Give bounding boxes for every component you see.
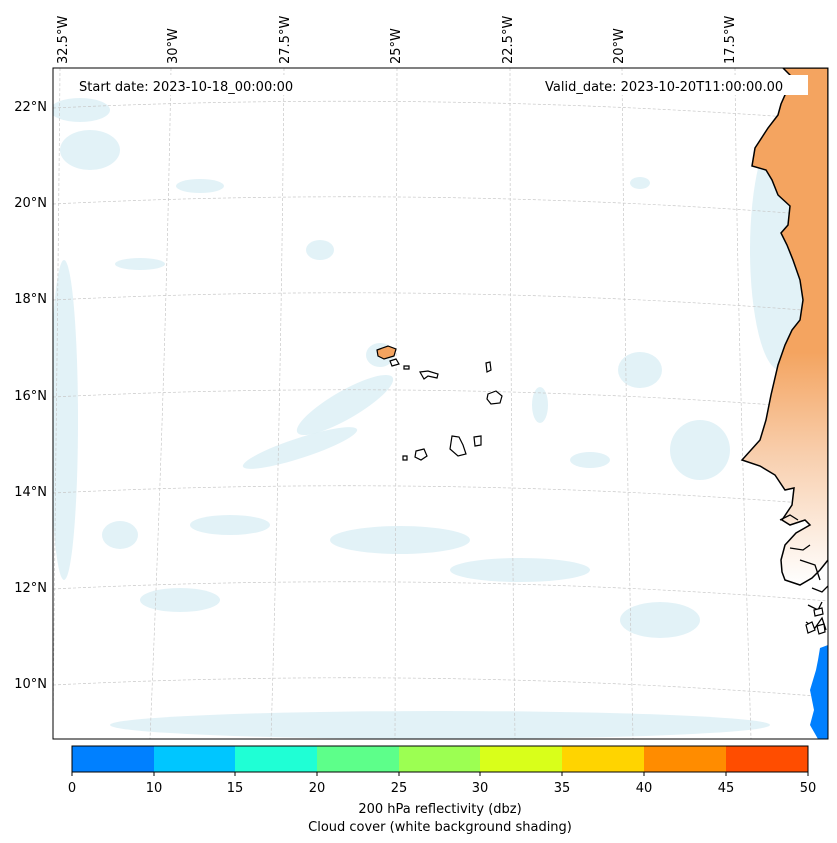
cloud-patch bbox=[53, 260, 78, 580]
cloud-patch bbox=[330, 526, 470, 554]
colorbar-ticks bbox=[71, 772, 809, 776]
colorbar-tick-label: 40 bbox=[636, 781, 653, 796]
coast-inlet bbox=[779, 514, 828, 631]
lat-label: 16°N bbox=[14, 389, 47, 404]
colorbar-tick-label: 50 bbox=[800, 781, 817, 796]
meridian-line bbox=[734, 68, 752, 739]
meridian-line bbox=[149, 68, 172, 739]
valid-date-box bbox=[538, 75, 808, 95]
island-sao-nicolau bbox=[419, 370, 439, 380]
colorbar-tick-label: 10 bbox=[146, 781, 163, 796]
colorbar-tick-label: 45 bbox=[718, 781, 735, 796]
longitude-labels: 32.5°W 30°W 27.5°W 25°W 22.5°W 20°W 17.5… bbox=[56, 16, 738, 64]
lon-label: 22.5°W bbox=[501, 16, 516, 64]
parallel-line bbox=[53, 389, 828, 410]
cloud-patch bbox=[190, 515, 270, 535]
cloud-patch bbox=[670, 420, 730, 480]
colorbar-tick-labels: 0 10 15 20 25 30 35 40 45 50 bbox=[68, 781, 816, 796]
cloud-patch bbox=[102, 521, 138, 549]
parallel-line bbox=[53, 677, 828, 698]
lat-label: 14°N bbox=[14, 485, 47, 500]
island-santiago bbox=[449, 435, 467, 457]
colorbar-tick-label: 15 bbox=[227, 781, 244, 796]
island-brava bbox=[402, 455, 408, 461]
colorbar-subtitle: Cloud cover (white background shading) bbox=[308, 820, 572, 835]
map-background bbox=[53, 68, 828, 739]
cloud-patch bbox=[60, 130, 120, 170]
start-date-label: Start date: 2023-10-18_00:00:00 bbox=[79, 80, 293, 95]
meridian-line bbox=[53, 68, 61, 739]
cloud-patch bbox=[140, 588, 220, 612]
colorbar-swatch bbox=[399, 746, 481, 772]
island-fogo bbox=[414, 448, 428, 461]
lon-label: 27.5°W bbox=[278, 16, 293, 64]
cloud-patch bbox=[176, 179, 224, 193]
meridian-line bbox=[394, 68, 398, 739]
reflectivity-blob bbox=[810, 645, 828, 739]
valid-date-label: Valid_date: 2023-10-20T11:00:00.00 bbox=[545, 80, 783, 95]
island-maio bbox=[473, 435, 482, 447]
lat-label: 12°N bbox=[14, 581, 47, 596]
parallel-line bbox=[53, 100, 828, 121]
lon-label: 17.5°W bbox=[723, 16, 738, 64]
parallel-line bbox=[53, 196, 828, 217]
colorbar-frame bbox=[71, 745, 809, 773]
lon-label: 20°W bbox=[612, 28, 627, 64]
latitude-labels: 22°N 20°N 18°N 16°N 14°N 12°N 10°N bbox=[14, 100, 47, 692]
colorbar-swatch bbox=[726, 746, 808, 772]
colorbar-title: 200 hPa reflectivity (dbz) bbox=[358, 802, 521, 817]
colorbar: 0 10 15 20 25 30 35 40 45 50 200 hPa ref… bbox=[68, 745, 816, 835]
lat-label: 20°N bbox=[14, 196, 47, 211]
colorbar-swatch bbox=[480, 746, 562, 772]
cloud-patch bbox=[110, 711, 770, 739]
island-boa-vista bbox=[486, 390, 503, 405]
cloud-patch bbox=[630, 177, 650, 189]
island-santo-antao bbox=[376, 345, 397, 360]
cloud-patch bbox=[53, 98, 110, 122]
africa-landmass bbox=[740, 68, 828, 586]
start-date-box bbox=[71, 75, 311, 95]
cape-verde-islands bbox=[376, 345, 503, 461]
island-santa-luzia bbox=[403, 365, 410, 370]
parallel-line bbox=[53, 581, 828, 602]
colorbar-swatch bbox=[644, 746, 726, 772]
colorbar-tick-label: 20 bbox=[309, 781, 326, 796]
island-sal bbox=[485, 361, 492, 373]
colorbar-swatch bbox=[154, 746, 236, 772]
cloud-patch bbox=[115, 258, 165, 270]
guinea-bissau-islands bbox=[805, 607, 826, 635]
meridian-line bbox=[621, 68, 634, 739]
cloud-patch bbox=[306, 240, 334, 260]
colorbar-swatch bbox=[562, 746, 644, 772]
lat-label: 10°N bbox=[14, 677, 47, 692]
colorbar-tick-label: 25 bbox=[391, 781, 408, 796]
graticule bbox=[53, 68, 828, 739]
island-sao-vicente bbox=[389, 358, 400, 367]
cloud-patch bbox=[620, 602, 700, 638]
lon-label: 32.5°W bbox=[56, 16, 71, 64]
lat-label: 22°N bbox=[14, 100, 47, 115]
colorbar-tick-label: 0 bbox=[68, 781, 76, 796]
lat-label: 18°N bbox=[14, 292, 47, 307]
colorbar-swatch bbox=[72, 746, 154, 772]
colorbar-tick-label: 35 bbox=[554, 781, 571, 796]
cloud-patch bbox=[532, 387, 548, 423]
cloud-patch bbox=[242, 427, 358, 469]
colorbar-swatch bbox=[235, 746, 317, 772]
meridian-line bbox=[509, 68, 516, 739]
cloud-patch bbox=[570, 452, 610, 468]
parallel-line bbox=[53, 292, 828, 313]
meridian-line bbox=[270, 68, 285, 739]
colorbar-tick-label: 30 bbox=[472, 781, 489, 796]
cloud-patch bbox=[618, 352, 662, 388]
parallel-line bbox=[53, 485, 828, 506]
lon-label: 25°W bbox=[389, 28, 404, 64]
colorbar-swatch bbox=[317, 746, 399, 772]
lon-label: 30°W bbox=[166, 28, 181, 64]
map-frame bbox=[52, 67, 829, 740]
cloud-patch bbox=[450, 558, 590, 582]
